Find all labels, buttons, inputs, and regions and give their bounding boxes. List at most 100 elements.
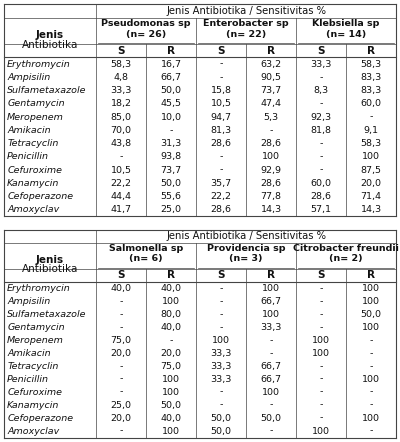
Text: Jenis Antibiotika / Sensitivitas %: Jenis Antibiotika / Sensitivitas % bbox=[166, 231, 326, 241]
Text: 33,3: 33,3 bbox=[210, 375, 232, 384]
Text: 92,9: 92,9 bbox=[260, 166, 282, 175]
Text: 100: 100 bbox=[162, 375, 180, 384]
Text: -: - bbox=[369, 349, 373, 358]
Text: R: R bbox=[167, 46, 175, 56]
Text: -: - bbox=[219, 60, 223, 69]
Text: -: - bbox=[219, 310, 223, 319]
Text: 75,0: 75,0 bbox=[111, 335, 132, 345]
Text: Enterobacter sp
(n= 22): Enterobacter sp (n= 22) bbox=[203, 19, 289, 38]
Text: -: - bbox=[319, 375, 323, 384]
Text: Cefuroxime: Cefuroxime bbox=[7, 388, 62, 396]
Text: Jenis Antibiotika / Sensitivitas %: Jenis Antibiotika / Sensitivitas % bbox=[166, 6, 326, 16]
Text: -: - bbox=[319, 400, 323, 410]
Text: 28,6: 28,6 bbox=[210, 139, 232, 148]
Text: -: - bbox=[319, 139, 323, 148]
Text: -: - bbox=[120, 310, 123, 319]
Text: 66,7: 66,7 bbox=[260, 375, 282, 384]
Text: 40,0: 40,0 bbox=[160, 414, 182, 423]
Text: 57,1: 57,1 bbox=[310, 206, 332, 214]
Text: -: - bbox=[319, 388, 323, 396]
Text: 100: 100 bbox=[312, 427, 330, 435]
Text: 44,4: 44,4 bbox=[111, 192, 132, 201]
Text: Erythromycin: Erythromycin bbox=[7, 60, 71, 69]
Text: S: S bbox=[217, 270, 225, 280]
Text: -: - bbox=[369, 427, 373, 435]
Text: 100: 100 bbox=[362, 284, 380, 293]
Text: -: - bbox=[269, 335, 273, 345]
Text: 58,3: 58,3 bbox=[360, 60, 382, 69]
Text: Antibiotika: Antibiotika bbox=[22, 264, 78, 274]
Text: Meropenem: Meropenem bbox=[7, 335, 64, 345]
Text: -: - bbox=[219, 284, 223, 293]
Text: 28,6: 28,6 bbox=[210, 206, 232, 214]
Text: -: - bbox=[219, 152, 223, 161]
Text: R: R bbox=[167, 270, 175, 280]
Text: 20,0: 20,0 bbox=[111, 349, 132, 358]
Text: 100: 100 bbox=[262, 388, 280, 396]
Text: 9,1: 9,1 bbox=[364, 126, 378, 135]
Text: Salmonella sp
(n= 6): Salmonella sp (n= 6) bbox=[109, 244, 183, 263]
Text: S: S bbox=[117, 46, 125, 56]
Text: R: R bbox=[367, 46, 375, 56]
Text: 100: 100 bbox=[312, 349, 330, 358]
Text: 55,6: 55,6 bbox=[160, 192, 182, 201]
Text: Cefoperazone: Cefoperazone bbox=[7, 414, 73, 423]
Text: 83,3: 83,3 bbox=[360, 73, 382, 82]
Text: Citrobacter freundii
(n= 2): Citrobacter freundii (n= 2) bbox=[293, 244, 399, 263]
Text: 50,0: 50,0 bbox=[210, 427, 232, 435]
Text: 50,0: 50,0 bbox=[210, 414, 232, 423]
Text: Jenis: Jenis bbox=[36, 30, 64, 40]
Text: 80,0: 80,0 bbox=[160, 310, 182, 319]
Text: 100: 100 bbox=[362, 297, 380, 306]
Text: 100: 100 bbox=[312, 335, 330, 345]
Text: -: - bbox=[120, 297, 123, 306]
Text: 71,4: 71,4 bbox=[360, 192, 382, 201]
Text: 14,3: 14,3 bbox=[260, 206, 282, 214]
Text: 100: 100 bbox=[262, 284, 280, 293]
Text: 4,8: 4,8 bbox=[114, 73, 129, 82]
Text: Klebsiella sp
(n= 14): Klebsiella sp (n= 14) bbox=[312, 19, 380, 38]
Text: 28,6: 28,6 bbox=[310, 192, 332, 201]
Text: 73,7: 73,7 bbox=[260, 86, 282, 95]
Text: 10,0: 10,0 bbox=[160, 113, 182, 122]
Text: S: S bbox=[117, 270, 125, 280]
Text: 8,3: 8,3 bbox=[314, 86, 328, 95]
Text: 90,5: 90,5 bbox=[260, 73, 282, 82]
Text: -: - bbox=[219, 297, 223, 306]
Text: -: - bbox=[319, 297, 323, 306]
Text: 33,3: 33,3 bbox=[310, 60, 332, 69]
Text: -: - bbox=[319, 152, 323, 161]
Text: -: - bbox=[219, 323, 223, 332]
Text: -: - bbox=[369, 400, 373, 410]
Text: S: S bbox=[217, 46, 225, 56]
Text: 83,3: 83,3 bbox=[360, 86, 382, 95]
Text: -: - bbox=[170, 126, 173, 135]
Text: 73,7: 73,7 bbox=[160, 166, 182, 175]
Text: 85,0: 85,0 bbox=[111, 113, 132, 122]
Text: 33,3: 33,3 bbox=[260, 323, 282, 332]
Text: 5,3: 5,3 bbox=[264, 113, 279, 122]
Text: -: - bbox=[269, 126, 273, 135]
Text: 92,3: 92,3 bbox=[310, 113, 332, 122]
Text: -: - bbox=[269, 349, 273, 358]
Text: 50,0: 50,0 bbox=[160, 179, 182, 188]
Text: 40,0: 40,0 bbox=[160, 323, 182, 332]
Text: 43,8: 43,8 bbox=[110, 139, 132, 148]
Text: 10,5: 10,5 bbox=[210, 99, 232, 108]
Text: Sulfametaxazole: Sulfametaxazole bbox=[7, 310, 87, 319]
Text: S: S bbox=[317, 270, 325, 280]
Text: -: - bbox=[219, 388, 223, 396]
Text: 50,0: 50,0 bbox=[260, 414, 282, 423]
Text: 66,7: 66,7 bbox=[260, 297, 282, 306]
Text: 20,0: 20,0 bbox=[160, 349, 182, 358]
Text: 50,0: 50,0 bbox=[160, 86, 182, 95]
Text: -: - bbox=[269, 427, 273, 435]
Text: Penicillin: Penicillin bbox=[7, 375, 49, 384]
Text: 58,3: 58,3 bbox=[360, 139, 382, 148]
Text: 100: 100 bbox=[162, 388, 180, 396]
Text: Antibiotika: Antibiotika bbox=[22, 40, 78, 50]
Text: 33,3: 33,3 bbox=[210, 349, 232, 358]
Text: 33,3: 33,3 bbox=[210, 362, 232, 371]
Text: 66,7: 66,7 bbox=[260, 362, 282, 371]
Text: Amikacin: Amikacin bbox=[7, 126, 51, 135]
